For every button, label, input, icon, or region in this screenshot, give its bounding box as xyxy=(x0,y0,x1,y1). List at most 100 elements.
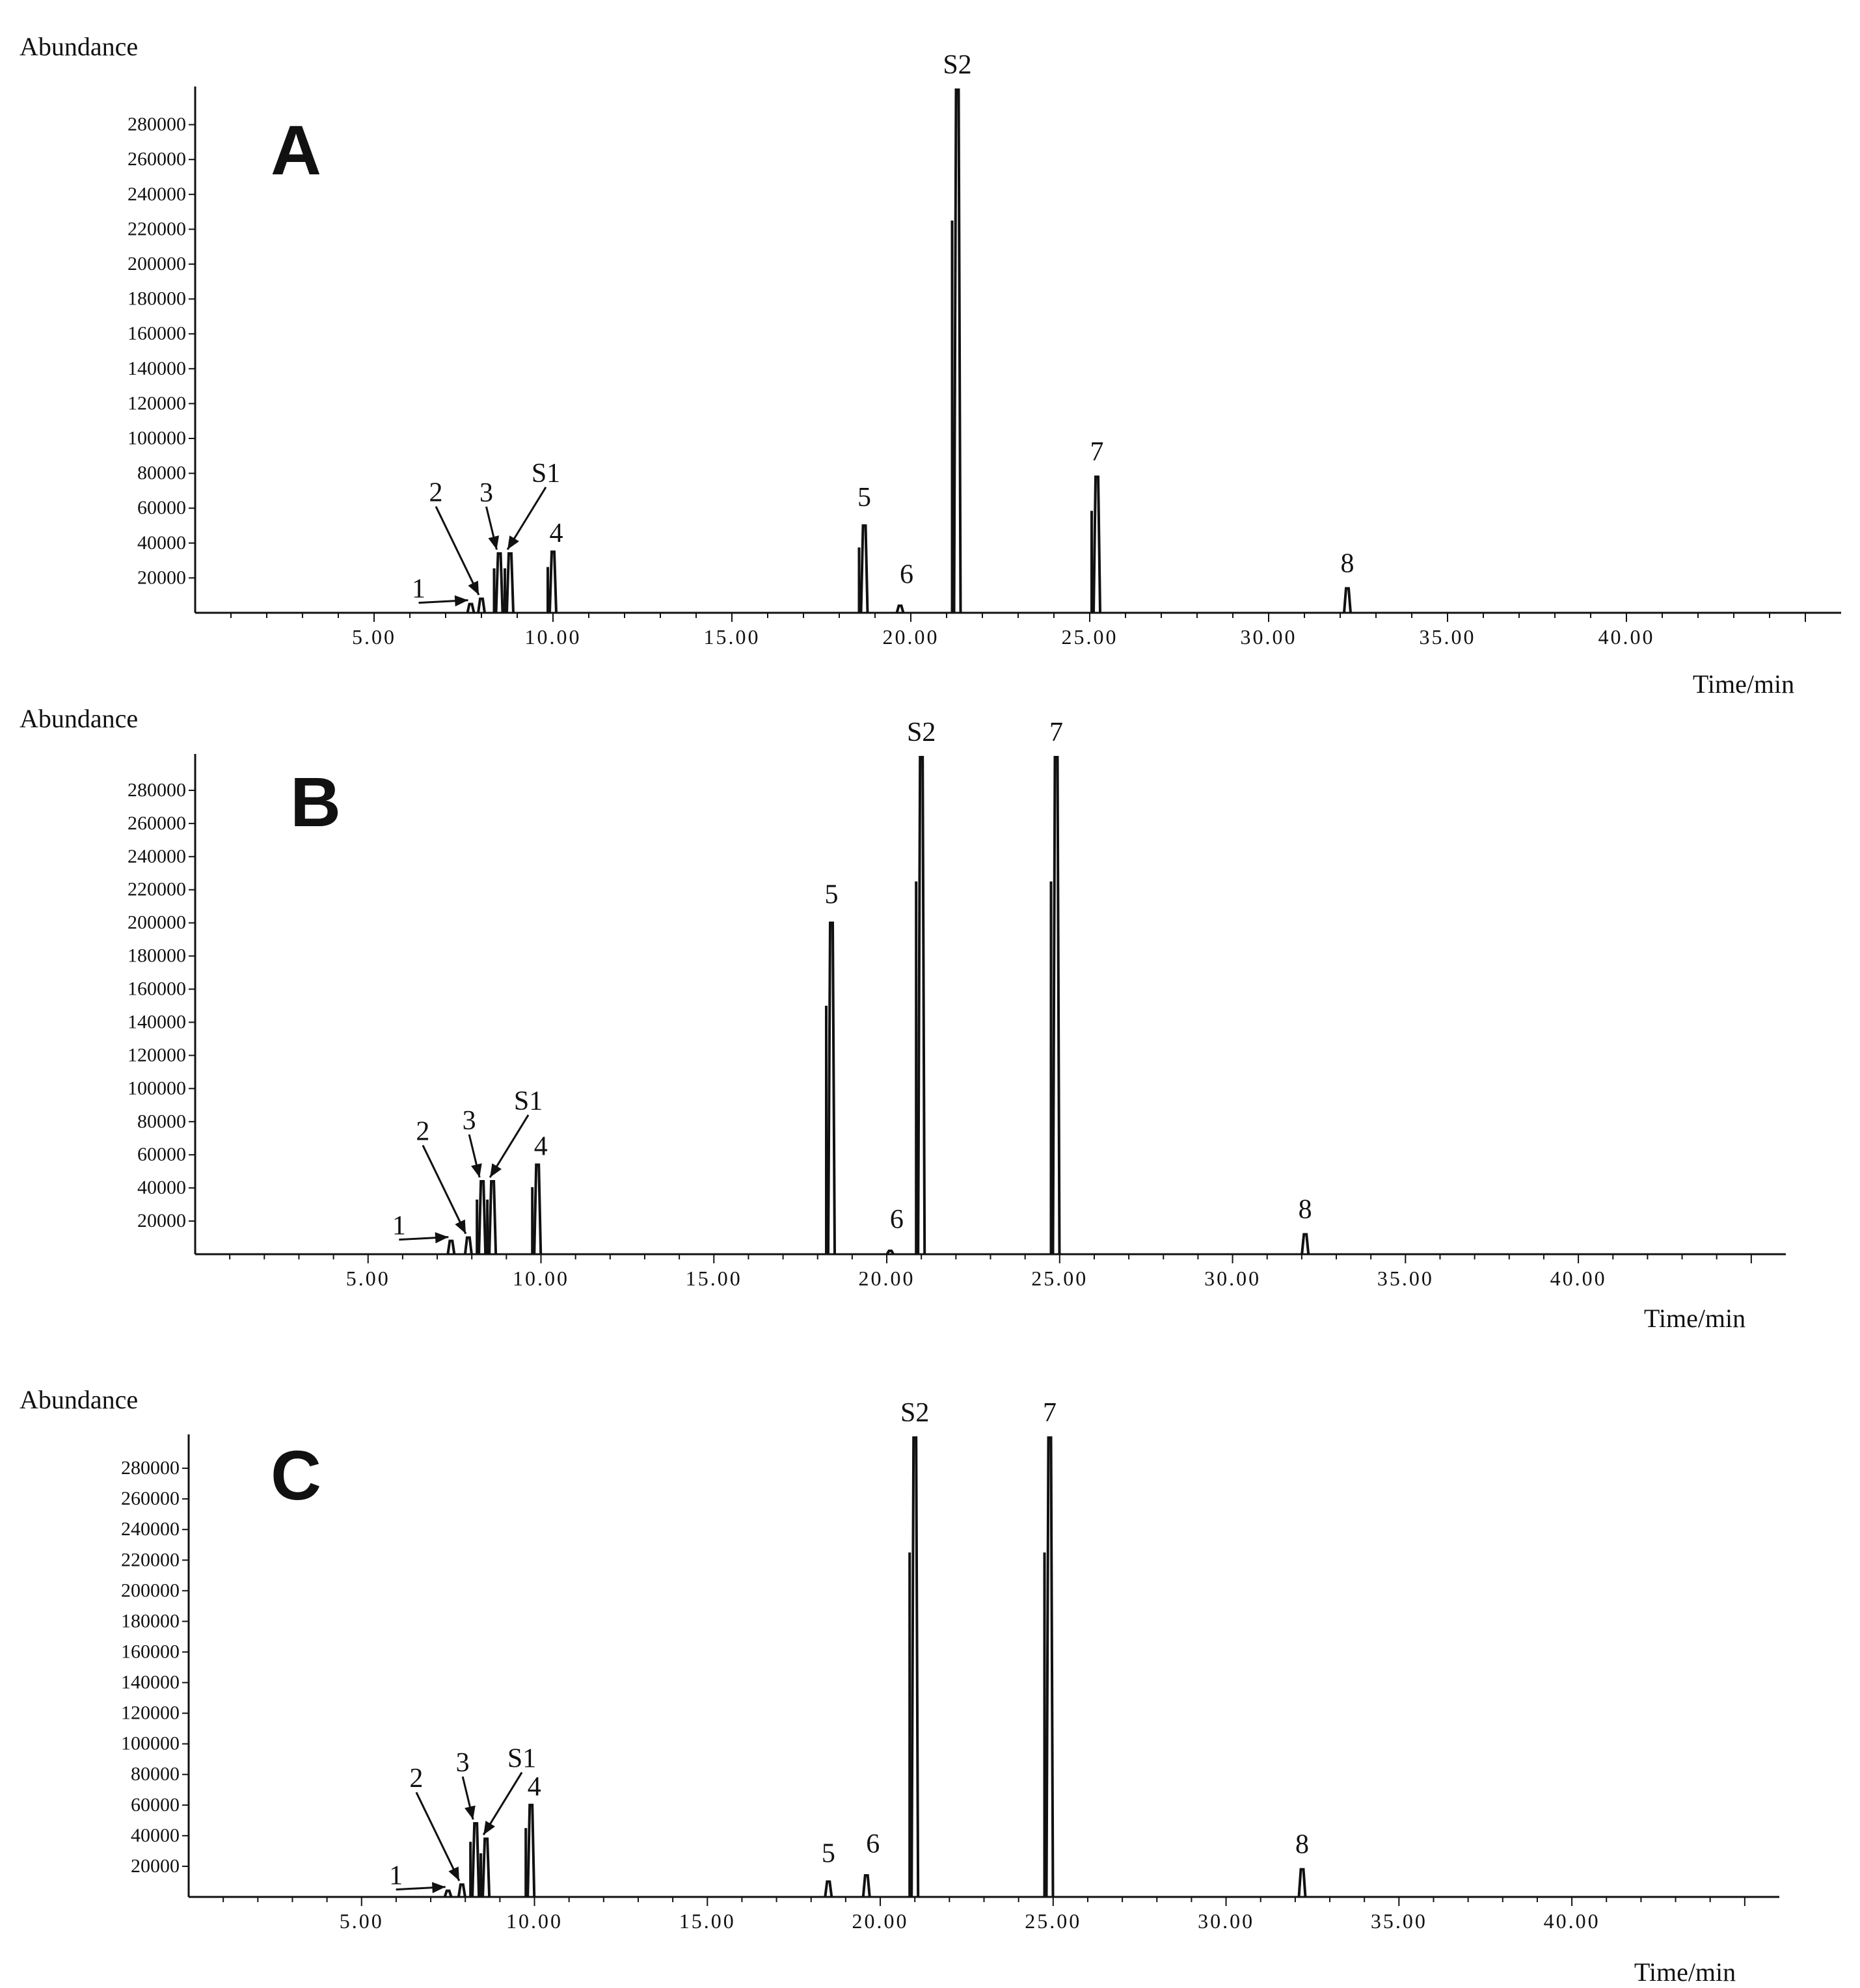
peak-5 xyxy=(859,524,869,613)
panel-letter: C xyxy=(271,1436,321,1514)
x-tick-label: 35.00 xyxy=(1420,625,1476,649)
y-tick-label: 20000 xyxy=(137,567,186,588)
y-tick-label: 180000 xyxy=(128,945,186,967)
peak-6 xyxy=(885,1249,895,1256)
y-tick-label: 40000 xyxy=(131,1825,180,1846)
peak-label: 6 xyxy=(900,559,913,589)
y-tick-label: 220000 xyxy=(128,218,186,239)
peak-s1 xyxy=(505,552,515,613)
peak-arrowhead xyxy=(465,1805,476,1820)
peak-8 xyxy=(1297,1868,1307,1898)
y-tick-label: 160000 xyxy=(128,323,186,344)
peak-label: 2 xyxy=(409,1764,423,1793)
y-tick-label: 140000 xyxy=(128,1011,186,1032)
x-axis-title: Time/min xyxy=(1634,1957,1736,1987)
peak-arrowhead xyxy=(455,1219,466,1234)
y-tick-label: 260000 xyxy=(128,813,186,834)
peak-4 xyxy=(548,550,558,613)
peak-label: 1 xyxy=(392,1211,406,1241)
peak-1 xyxy=(443,1889,453,1898)
panel-letter: A xyxy=(271,111,321,189)
y-tick-label: 20000 xyxy=(137,1210,186,1231)
peak-label: S1 xyxy=(514,1086,543,1116)
peak-arrowhead xyxy=(488,535,500,550)
y-tick-label: 80000 xyxy=(131,1764,180,1785)
peak-arrow xyxy=(415,1792,461,1881)
y-tick-label: 60000 xyxy=(131,1794,180,1816)
peak-label: S2 xyxy=(900,1398,929,1428)
y-tick-label: 40000 xyxy=(137,1177,186,1198)
peak-label: 6 xyxy=(890,1205,904,1235)
x-tick-label: 25.00 xyxy=(1025,1909,1081,1933)
peak-arrowhead xyxy=(468,580,479,595)
y-tick-label: 40000 xyxy=(137,532,186,554)
y-tick-label: 260000 xyxy=(121,1488,180,1509)
y-tick-label: 80000 xyxy=(137,1110,186,1132)
y-tick-label: 240000 xyxy=(128,846,186,867)
y-tick-label: 220000 xyxy=(128,879,186,900)
peak-4 xyxy=(526,1803,536,1898)
y-tick-label: 140000 xyxy=(128,358,186,379)
peak-s1 xyxy=(488,1179,498,1255)
peak-label: 5 xyxy=(857,483,871,513)
peak-6 xyxy=(861,1874,871,1898)
x-tick-label: 35.00 xyxy=(1377,1267,1434,1290)
peak-label: 8 xyxy=(1341,548,1355,578)
y-tick-label: 240000 xyxy=(121,1518,180,1540)
x-tick-label: 25.00 xyxy=(1031,1267,1088,1290)
peak-arrowhead xyxy=(471,1163,482,1177)
peak-3 xyxy=(478,1179,487,1255)
x-tick-label: 5.00 xyxy=(352,625,396,649)
y-tick-label: 60000 xyxy=(137,497,186,518)
x-axis-title: Time/min xyxy=(1693,669,1794,699)
x-tick-label: 25.00 xyxy=(1062,625,1118,649)
peak-2 xyxy=(463,1236,473,1255)
peak-2 xyxy=(457,1883,466,1898)
x-tick-label: 10.00 xyxy=(513,1267,569,1290)
peak-label: S2 xyxy=(907,718,936,747)
peak-s2 xyxy=(917,756,926,1255)
panel-letter: B xyxy=(290,762,341,841)
y-tick-label: 220000 xyxy=(121,1549,180,1570)
y-tick-label: 280000 xyxy=(128,779,186,801)
peak-label: 8 xyxy=(1295,1830,1309,1860)
peak-s2 xyxy=(952,88,962,613)
peak-7 xyxy=(1045,1436,1055,1898)
peak-label: 4 xyxy=(550,518,563,548)
peak-arrowhead xyxy=(448,1866,459,1881)
x-tick-label: 15.00 xyxy=(686,1267,742,1290)
peak-label: 3 xyxy=(463,1106,476,1136)
peak-arrowhead xyxy=(490,1163,502,1177)
y-tick-label: 280000 xyxy=(121,1457,180,1479)
peak-label: 3 xyxy=(456,1748,470,1778)
x-tick-label: 20.00 xyxy=(859,1267,915,1290)
peak-label: 5 xyxy=(825,880,839,910)
x-tick-label: 15.00 xyxy=(704,625,761,649)
y-tick-label: 180000 xyxy=(128,288,186,310)
y-axis-title: Abundance xyxy=(20,32,138,61)
y-tick-label: 140000 xyxy=(121,1672,180,1693)
peak-label: 1 xyxy=(412,574,425,604)
peak-3 xyxy=(494,552,504,613)
peak-label: 3 xyxy=(479,478,493,508)
chart-panel-a: 2000040000600008000010000012000014000016… xyxy=(20,32,1841,699)
x-tick-label: 30.00 xyxy=(1198,1909,1254,1933)
y-tick-label: 200000 xyxy=(121,1579,180,1601)
peak-label: S2 xyxy=(943,50,971,80)
x-tick-label: 15.00 xyxy=(679,1909,736,1933)
peak-4 xyxy=(533,1163,543,1255)
peak-label: 8 xyxy=(1299,1194,1312,1224)
peak-label: 7 xyxy=(1043,1398,1057,1428)
peak-1 xyxy=(446,1239,456,1255)
peak-8 xyxy=(1343,587,1352,613)
peak-s1 xyxy=(481,1837,491,1898)
peak-label: 5 xyxy=(822,1838,835,1868)
x-tick-label: 40.00 xyxy=(1550,1267,1607,1290)
peak-7 xyxy=(1051,756,1061,1255)
x-tick-label: 40.00 xyxy=(1544,1909,1600,1933)
y-tick-label: 100000 xyxy=(128,1077,186,1099)
peak-s2 xyxy=(910,1436,920,1898)
peak-3 xyxy=(471,1822,481,1898)
y-tick-label: 80000 xyxy=(137,463,186,484)
